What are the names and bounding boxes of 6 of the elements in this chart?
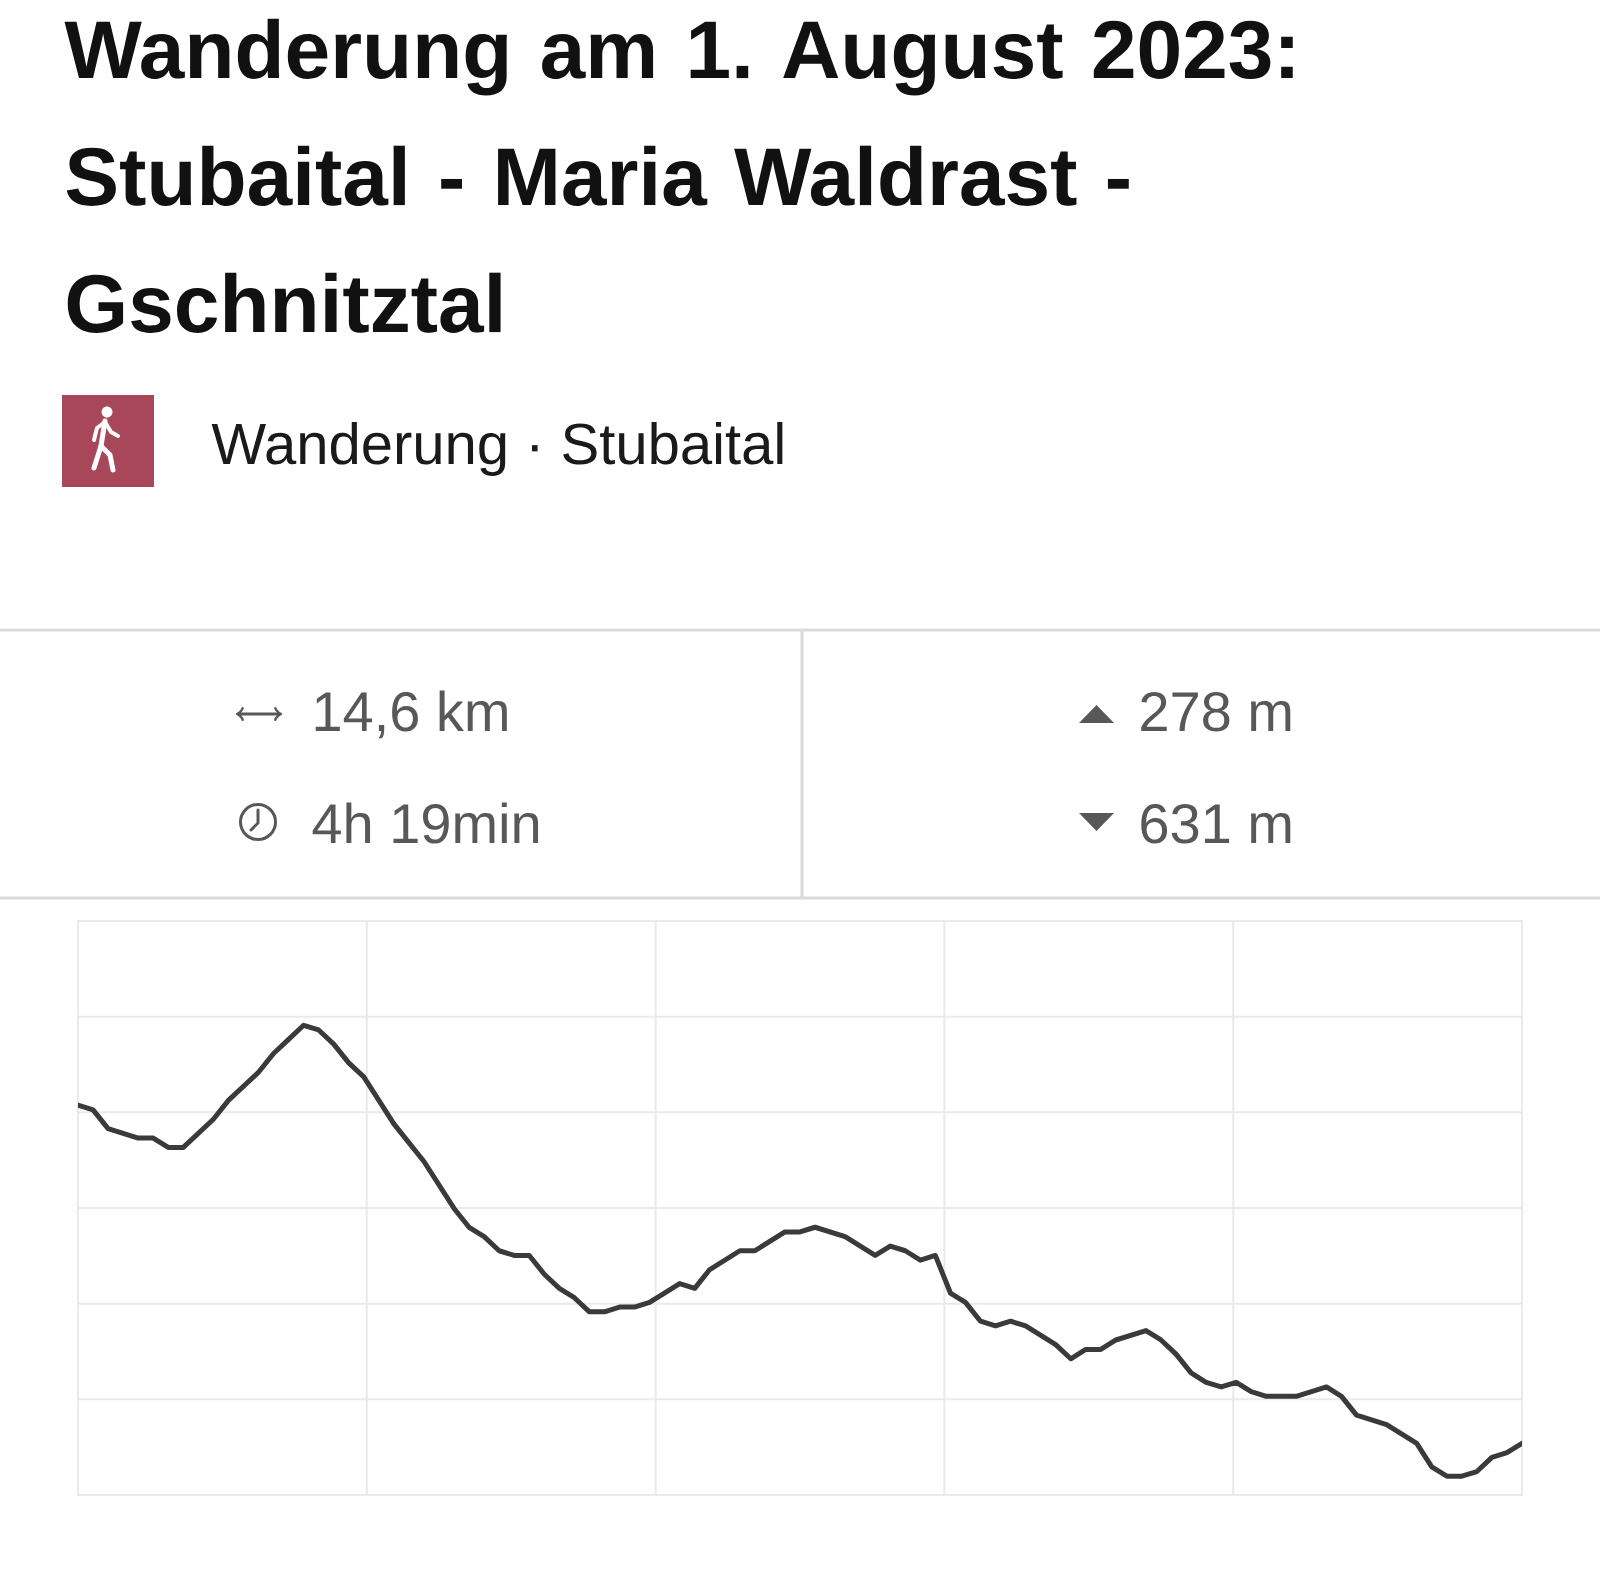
text: 14,6 km (315, 690, 507, 739)
text: 278 m (1141, 691, 1291, 732)
text: 631 m (1141, 803, 1291, 844)
chart-subtitle: Wanderung · Stubaital (211, 421, 783, 477)
chart-title: Wanderung am 1. August 2023: Stubaital - Maria Waldrast - Gschnitztal (64, 18, 1293, 333)
text: 4h 19min (312, 802, 539, 844)
